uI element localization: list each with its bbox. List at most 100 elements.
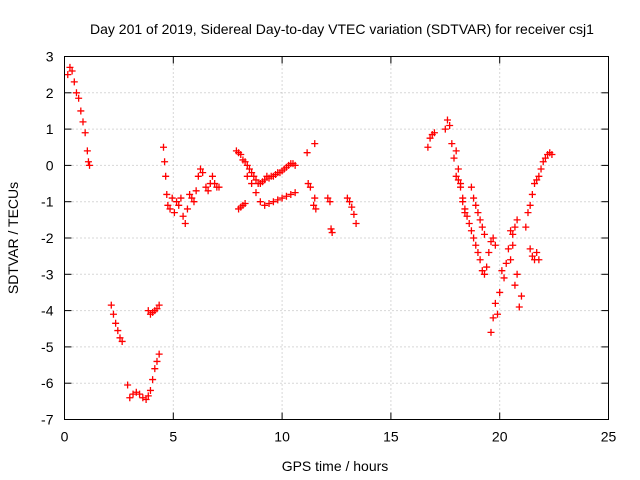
data-point bbox=[118, 337, 126, 345]
data-point bbox=[245, 165, 253, 173]
data-point bbox=[478, 267, 486, 275]
data-point bbox=[162, 172, 170, 180]
data-arc-arc-19 bbox=[522, 149, 556, 231]
data-point bbox=[470, 194, 478, 202]
data-point bbox=[328, 229, 336, 237]
data-arc-arc-12 bbox=[343, 194, 360, 227]
data-point bbox=[324, 194, 332, 202]
data-arc-arc-5 bbox=[160, 143, 207, 227]
data-point bbox=[548, 151, 556, 159]
data-point bbox=[489, 314, 497, 322]
data-point bbox=[491, 241, 499, 249]
data-point bbox=[350, 210, 358, 218]
data-point bbox=[202, 183, 210, 191]
data-point bbox=[326, 198, 334, 206]
data-point bbox=[199, 169, 207, 177]
data-point bbox=[480, 230, 488, 238]
data-point bbox=[144, 307, 152, 315]
data-point bbox=[491, 299, 499, 307]
data-point bbox=[248, 169, 256, 177]
y-tick-label: -2 bbox=[41, 230, 54, 246]
data-point bbox=[181, 219, 189, 227]
y-tick-label: 3 bbox=[46, 49, 54, 65]
data-point bbox=[173, 198, 181, 206]
data-point bbox=[252, 176, 260, 184]
data-point bbox=[303, 149, 311, 157]
data-point bbox=[211, 180, 219, 188]
data-point bbox=[517, 292, 525, 300]
data-arc-arc-18 bbox=[507, 216, 525, 311]
data-point bbox=[155, 301, 163, 309]
data-point bbox=[489, 234, 497, 242]
y-tick-label: -7 bbox=[41, 412, 54, 428]
data-point bbox=[487, 238, 495, 246]
data-point bbox=[112, 319, 120, 327]
data-arc-arc-6 bbox=[202, 172, 223, 195]
y-tick-label: 2 bbox=[46, 85, 54, 101]
data-point bbox=[454, 176, 462, 184]
data-point bbox=[261, 176, 269, 184]
data-point bbox=[446, 121, 454, 129]
data-arc-arc-1 bbox=[64, 63, 94, 169]
data-point bbox=[291, 161, 299, 169]
data-point bbox=[188, 194, 196, 202]
data-point bbox=[537, 165, 545, 173]
data-point bbox=[237, 151, 245, 159]
data-arc-arc-13 bbox=[424, 129, 438, 151]
data-point bbox=[430, 129, 438, 137]
data-point bbox=[513, 216, 521, 224]
data-point bbox=[256, 198, 264, 206]
data-point bbox=[243, 172, 251, 180]
x-tick-label: 25 bbox=[601, 429, 617, 445]
data-point bbox=[243, 161, 251, 169]
x-tick-label: 15 bbox=[383, 429, 399, 445]
data-point bbox=[310, 201, 318, 209]
data-point bbox=[311, 194, 319, 202]
data-arc-arc-17 bbox=[487, 241, 521, 336]
data-point bbox=[454, 165, 462, 173]
data-point bbox=[443, 116, 451, 124]
data-point bbox=[166, 205, 174, 213]
data-point bbox=[515, 303, 523, 311]
data-point bbox=[160, 143, 168, 151]
data-point bbox=[306, 183, 314, 191]
data-point bbox=[474, 209, 482, 217]
data-point bbox=[528, 190, 536, 198]
data-point bbox=[472, 241, 480, 249]
data-point bbox=[291, 189, 299, 197]
y-tick-label: -3 bbox=[41, 266, 54, 282]
data-point bbox=[441, 125, 449, 133]
chart-title: Day 201 of 2019, Sidereal Day-to-day VTE… bbox=[90, 21, 594, 37]
data-point bbox=[541, 154, 549, 162]
data-point bbox=[467, 183, 475, 191]
data-point bbox=[312, 205, 320, 213]
data-arc-arc-3 bbox=[124, 350, 163, 404]
data-point bbox=[64, 71, 72, 79]
data-point bbox=[208, 172, 216, 180]
data-point bbox=[126, 394, 134, 402]
data-arc-arc-2 bbox=[107, 301, 126, 345]
data-point bbox=[498, 267, 506, 275]
data-point bbox=[151, 365, 159, 373]
data-point bbox=[459, 198, 467, 206]
data-point bbox=[509, 230, 517, 238]
data-point bbox=[461, 209, 469, 217]
data-arc-arc-11 bbox=[324, 194, 336, 237]
data-point bbox=[539, 158, 547, 166]
data-point bbox=[450, 154, 458, 162]
data-point bbox=[72, 89, 80, 97]
data-point bbox=[504, 245, 512, 253]
data-point bbox=[509, 241, 517, 249]
data-point bbox=[241, 158, 249, 166]
data-point bbox=[197, 165, 204, 173]
data-point bbox=[79, 118, 87, 126]
data-point bbox=[426, 134, 434, 142]
data-point bbox=[164, 201, 172, 209]
data-point bbox=[149, 376, 157, 384]
data-point bbox=[163, 190, 171, 198]
data-arc-arc-8 bbox=[235, 200, 249, 213]
data-arc-arc-7 bbox=[232, 147, 299, 188]
data-arc-arc-15 bbox=[452, 147, 469, 217]
data-point bbox=[68, 67, 76, 75]
